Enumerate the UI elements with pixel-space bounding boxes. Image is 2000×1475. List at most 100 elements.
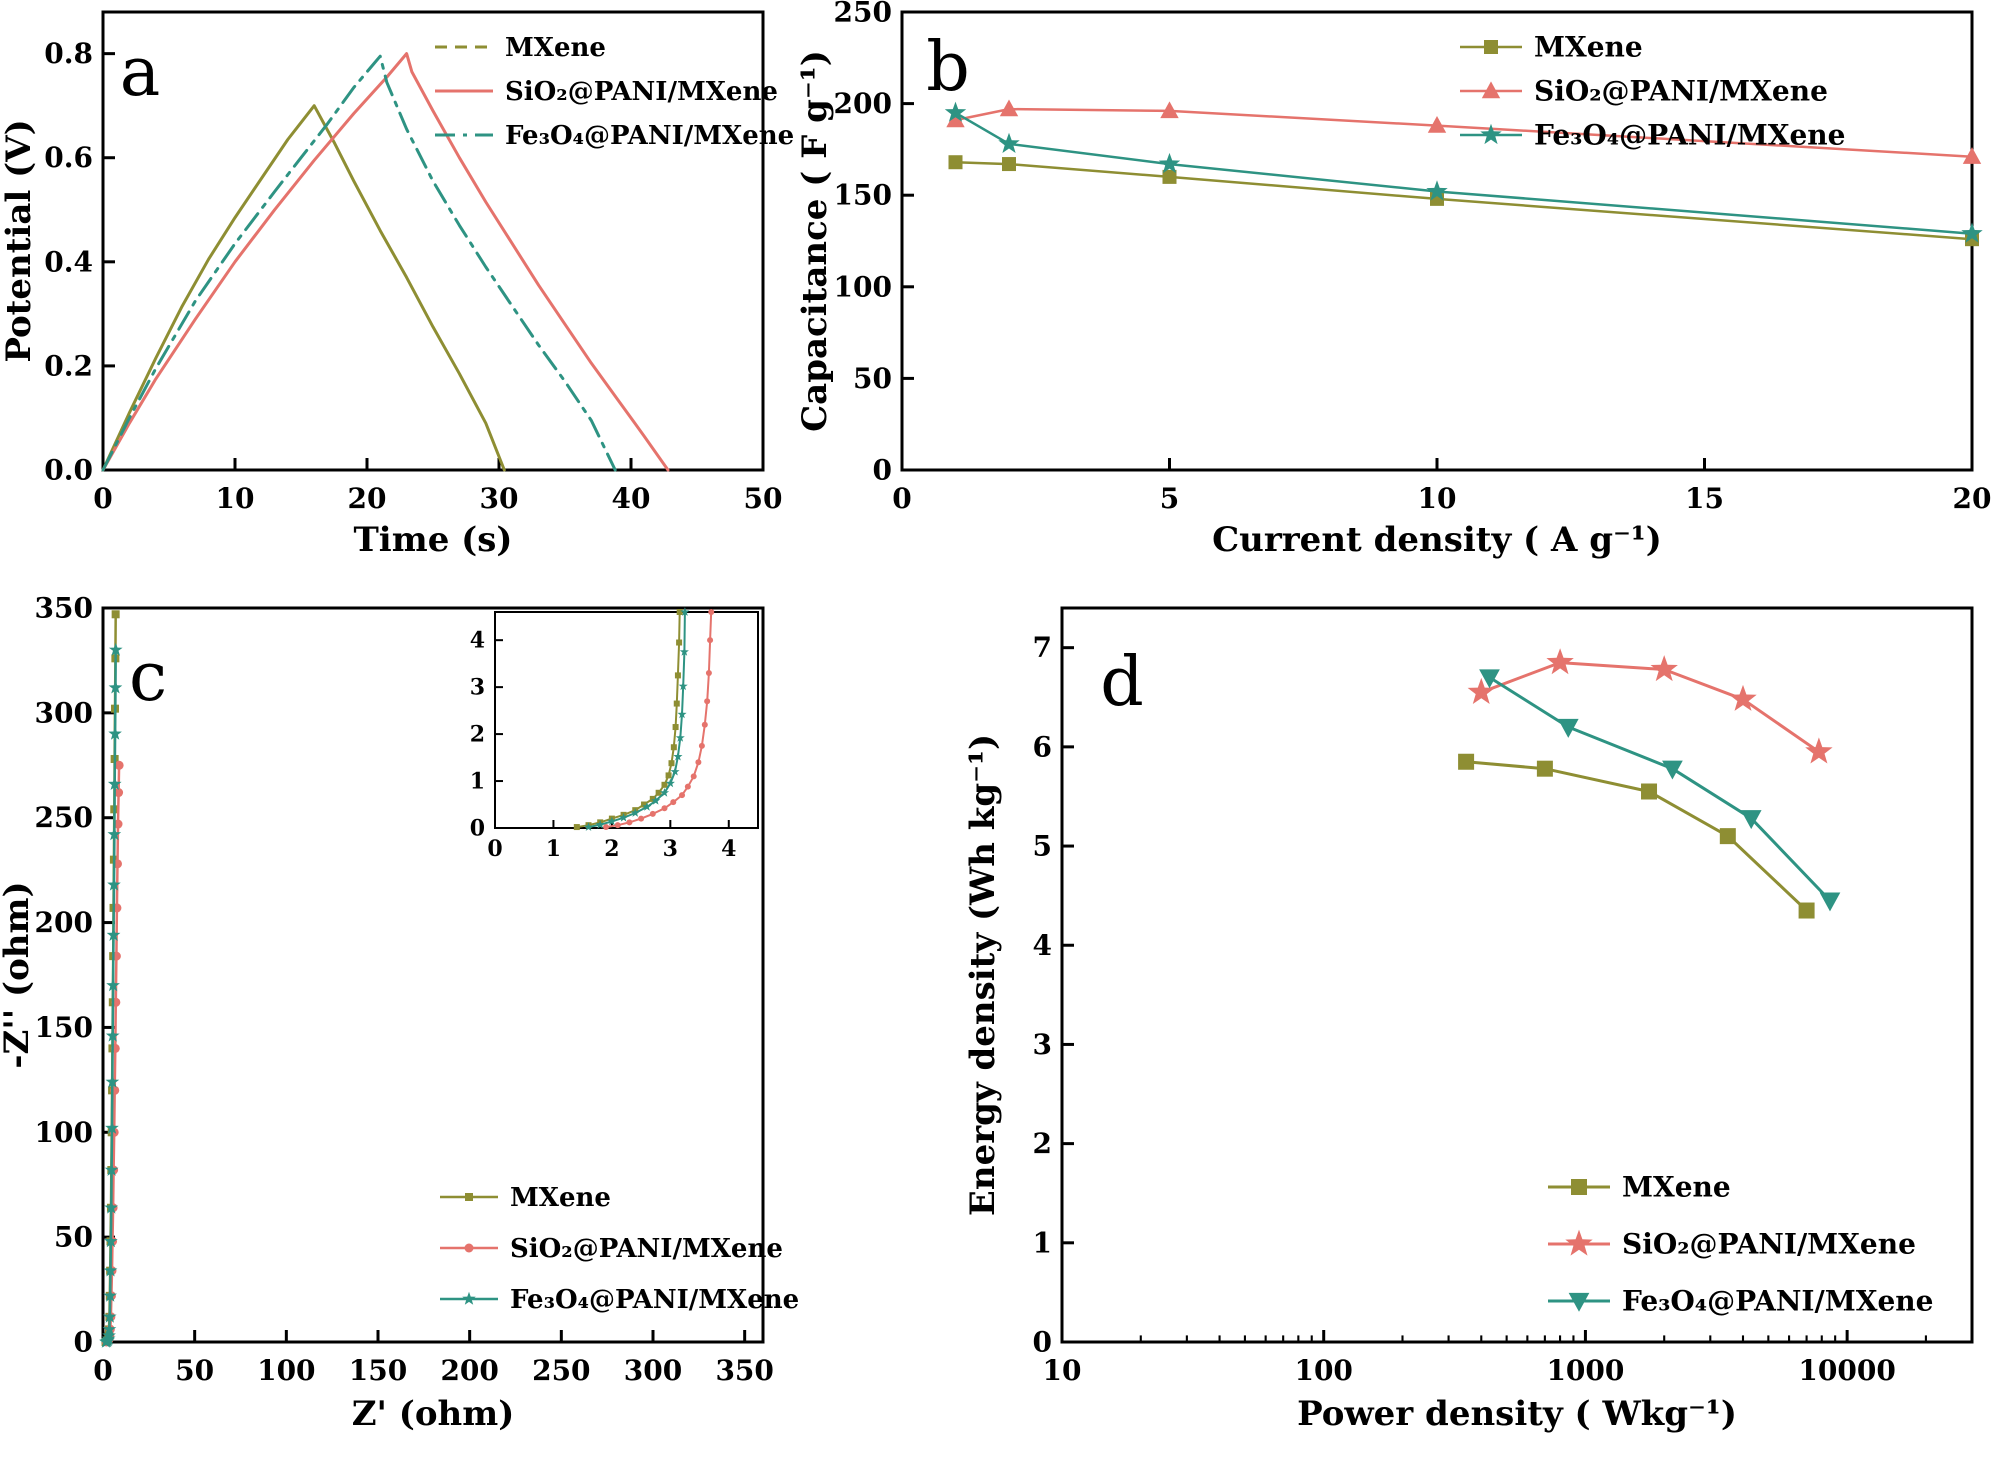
axes-box bbox=[101, 606, 765, 1344]
legend-label: MXene bbox=[510, 1183, 611, 1213]
series-mxene bbox=[573, 609, 683, 831]
y-tick-label: 0 bbox=[873, 454, 892, 487]
x-tick-label: 50 bbox=[744, 482, 783, 515]
series-mxene bbox=[101, 104, 506, 472]
x-tick-label: 5 bbox=[1160, 482, 1179, 515]
y-tick-label: 1 bbox=[1033, 1226, 1052, 1259]
series-mxene bbox=[1458, 753, 1815, 919]
x-tick-label: 1 bbox=[546, 836, 561, 862]
x-tick-label: 10 bbox=[1043, 1354, 1082, 1387]
x-tick-label: 10 bbox=[1418, 482, 1457, 515]
legend-label: MXene bbox=[505, 33, 606, 63]
x-tick-label: 350 bbox=[715, 1354, 773, 1387]
y-tick-label: 50 bbox=[54, 1221, 93, 1254]
series-fe-o-pani-mxene bbox=[1479, 669, 1841, 912]
series-mxene bbox=[948, 155, 1979, 247]
x-tick-label: 0 bbox=[892, 482, 911, 515]
x-tick-label: 2 bbox=[604, 836, 619, 862]
x-tick-label: 100 bbox=[257, 1354, 315, 1387]
y-tick-label: 3 bbox=[470, 675, 485, 701]
y-tick-label: 0 bbox=[470, 815, 485, 841]
y-tick-label: 4 bbox=[1033, 929, 1052, 962]
y-tick-label: 3 bbox=[1033, 1028, 1052, 1061]
legend: MXene SiO₂@PANI/MXene Fe₃O₄@PANI/MXene bbox=[435, 33, 794, 151]
series-fe-o-pani-mxene bbox=[101, 54, 617, 472]
y-tick-label: 5 bbox=[1033, 830, 1052, 863]
series-fe-o-pani-mxene bbox=[99, 642, 123, 1348]
legend-label: MXene bbox=[1534, 31, 1643, 64]
y-tick-label: 200 bbox=[834, 87, 892, 120]
y-tick-label: 4 bbox=[470, 628, 485, 654]
x-tick-label: 0 bbox=[93, 482, 112, 515]
y-tick-label: 100 bbox=[35, 1116, 93, 1149]
x-tick-label: 250 bbox=[532, 1354, 590, 1387]
series-sio-pani-mxene bbox=[101, 52, 670, 472]
legend: MXene SiO₂@PANI/MXene Fe₃O₄@PANI/MXene bbox=[1460, 31, 1845, 152]
y-tick-label: 250 bbox=[35, 801, 93, 834]
panel-a: 0 10 20 30 40 50 0.0 0.2 0.4 0.6 0.8 Time (s) Potent… bbox=[0, 10, 794, 560]
series-sio-pani-mxene bbox=[1467, 648, 1833, 764]
axes-box bbox=[101, 10, 765, 472]
legend-label: Fe₃O₄@PANI/MXene bbox=[505, 121, 794, 151]
y-tick-label: 1 bbox=[470, 769, 485, 795]
x-tick-label: 30 bbox=[480, 482, 519, 515]
panel-c: 0 50 100 150 200 250 300 3500501001502002503003… bbox=[0, 592, 799, 1434]
legend-label: SiO₂@PANI/MXene bbox=[510, 1234, 783, 1264]
x-tick-label: 150 bbox=[349, 1354, 407, 1387]
legend-label: Fe₃O₄@PANI/MXene bbox=[1534, 119, 1845, 152]
axes-box bbox=[1060, 606, 1974, 1344]
x-tick-label: 10000 bbox=[1798, 1354, 1895, 1387]
y-tick-label: 150 bbox=[35, 1011, 93, 1044]
y-tick-label: 7 bbox=[1033, 631, 1052, 664]
y-tick-label: 2 bbox=[1033, 1127, 1052, 1160]
legend-label: SiO₂@PANI/MXene bbox=[1534, 75, 1828, 108]
x-tick-label: 20 bbox=[1953, 482, 1992, 515]
y-tick-label: 350 bbox=[35, 592, 93, 625]
legend-label: Fe₃O₄@PANI/MXene bbox=[1622, 1285, 1933, 1318]
y-tick-label: 250 bbox=[834, 0, 892, 29]
series-fe-o-pani-mxene bbox=[944, 101, 1983, 243]
y-tick-label: 0.0 bbox=[44, 454, 93, 487]
panel-letter: d bbox=[1100, 643, 1144, 722]
series-sio-pani-mxene bbox=[603, 609, 715, 831]
x-tick-label: 0 bbox=[93, 1354, 112, 1387]
x-tick-label: 50 bbox=[175, 1354, 214, 1387]
y-axis-label: -Z'' (ohm) bbox=[0, 881, 37, 1068]
x-tick-label: 4 bbox=[721, 836, 736, 862]
legend-label: MXene bbox=[1622, 1171, 1731, 1204]
panel-letter: b bbox=[926, 28, 970, 107]
y-tick-label: 100 bbox=[834, 270, 892, 303]
y-tick-label: 2 bbox=[470, 722, 485, 748]
y-tick-label: 300 bbox=[35, 696, 93, 729]
y-tick-label: 0 bbox=[74, 1326, 93, 1359]
y-axis-label: Energy density (Wh kg⁻¹) bbox=[963, 734, 1003, 1216]
x-tick-label: 1000 bbox=[1546, 1354, 1624, 1387]
y-tick-label: 0.4 bbox=[44, 245, 93, 278]
x-tick-label: 20 bbox=[348, 482, 387, 515]
y-axis-label: Capacitance ( F g⁻¹) bbox=[795, 50, 835, 432]
legend: MXene SiO₂@PANI/MXene Fe₃O₄@PANI/MXene bbox=[1548, 1171, 1933, 1318]
axes-box bbox=[494, 611, 759, 829]
x-tick-label: 15 bbox=[1685, 482, 1724, 515]
y-tick-label: 0.8 bbox=[44, 37, 93, 70]
legend-label: Fe₃O₄@PANI/MXene bbox=[510, 1285, 799, 1315]
legend-label: SiO₂@PANI/MXene bbox=[505, 77, 778, 107]
x-tick-label: 0 bbox=[487, 836, 502, 862]
y-tick-label: 200 bbox=[35, 906, 93, 939]
x-tick-label: 10 bbox=[216, 482, 255, 515]
x-tick-label: 300 bbox=[624, 1354, 682, 1387]
x-axis-label: Current density ( A g⁻¹) bbox=[1212, 520, 1662, 560]
series-fe-o-pani-mxene bbox=[583, 607, 690, 831]
series-sio-pani-mxene bbox=[946, 99, 1982, 164]
y-tick-label: 6 bbox=[1033, 730, 1052, 763]
y-tick-label: 0.2 bbox=[44, 349, 93, 382]
x-tick-label: 100 bbox=[1294, 1354, 1352, 1387]
y-tick-label: 0 bbox=[1033, 1326, 1052, 1359]
x-tick-label: 40 bbox=[612, 482, 651, 515]
y-tick-label: 150 bbox=[834, 179, 892, 212]
x-axis-label: Time (s) bbox=[354, 520, 513, 560]
x-axis-label: Z' (ohm) bbox=[352, 1394, 515, 1434]
panel-d: 10 100 1000 10000 0 1 2 3 4 5 6 7 Power density ( Wk… bbox=[963, 606, 1974, 1434]
